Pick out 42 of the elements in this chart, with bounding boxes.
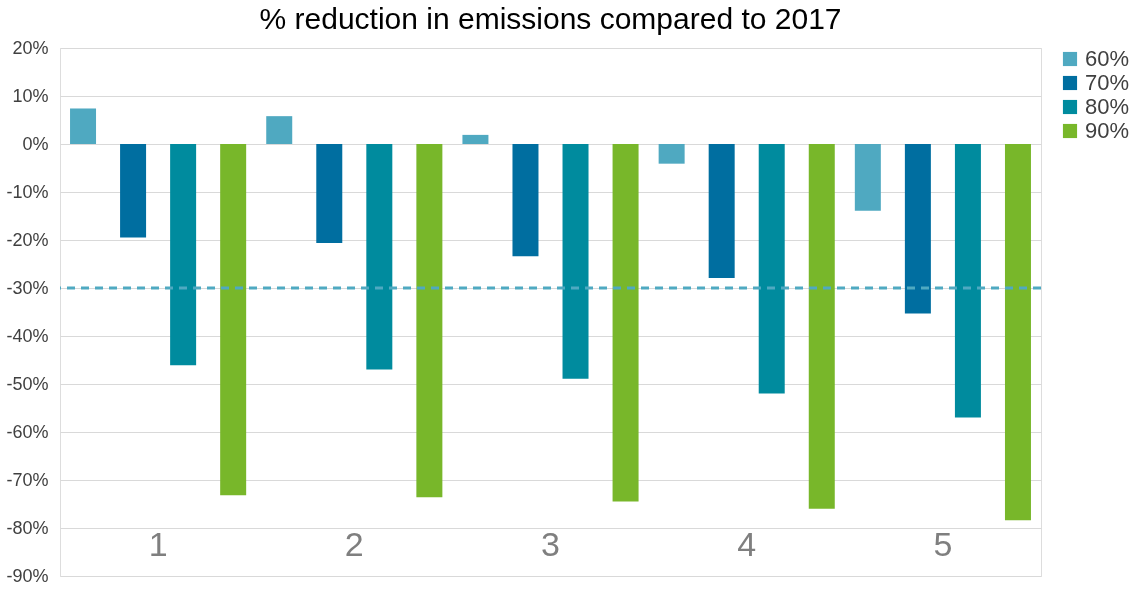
bar <box>462 134 489 144</box>
bar <box>316 144 343 243</box>
bar <box>562 144 589 379</box>
bar <box>808 144 835 509</box>
bar <box>70 108 97 144</box>
y-tick-label: -20% <box>6 229 49 250</box>
bar <box>220 144 247 496</box>
bar <box>658 144 685 164</box>
bar <box>416 144 443 498</box>
bar <box>708 144 735 278</box>
y-tick-label: -90% <box>6 565 49 586</box>
x-tick-label: 4 <box>737 524 757 563</box>
bar <box>366 144 393 370</box>
bar <box>266 116 293 144</box>
x-tick-label: 1 <box>148 524 168 563</box>
y-tick-label: -40% <box>6 325 49 346</box>
y-tick-label: -50% <box>6 373 49 394</box>
legend-label: 70% <box>1085 70 1130 95</box>
bar <box>954 144 981 418</box>
bar <box>854 144 881 211</box>
y-tick-label: -30% <box>6 277 49 298</box>
y-tick-label: -10% <box>6 181 49 202</box>
bar <box>612 144 639 502</box>
bar <box>170 144 197 366</box>
bar <box>758 144 785 394</box>
chart-title: % reduction in emissions compared to 2017 <box>259 2 842 35</box>
y-tick-label: 20% <box>12 37 49 58</box>
legend-label: 90% <box>1085 118 1130 143</box>
x-tick-label: 3 <box>541 524 560 563</box>
x-tick-label: 5 <box>933 524 953 563</box>
y-tick-label: -80% <box>6 517 49 538</box>
y-tick-label: 10% <box>12 85 49 106</box>
bar <box>120 144 147 238</box>
bar <box>1004 144 1031 521</box>
x-tick-label: 2 <box>344 524 364 563</box>
y-tick-label: -70% <box>6 469 49 490</box>
bar <box>512 144 539 257</box>
legend-label: 80% <box>1085 94 1130 119</box>
legend-label: 60% <box>1085 46 1130 71</box>
y-tick-label: 0% <box>22 133 49 154</box>
y-tick-label: -60% <box>6 421 49 442</box>
bar <box>904 144 931 314</box>
